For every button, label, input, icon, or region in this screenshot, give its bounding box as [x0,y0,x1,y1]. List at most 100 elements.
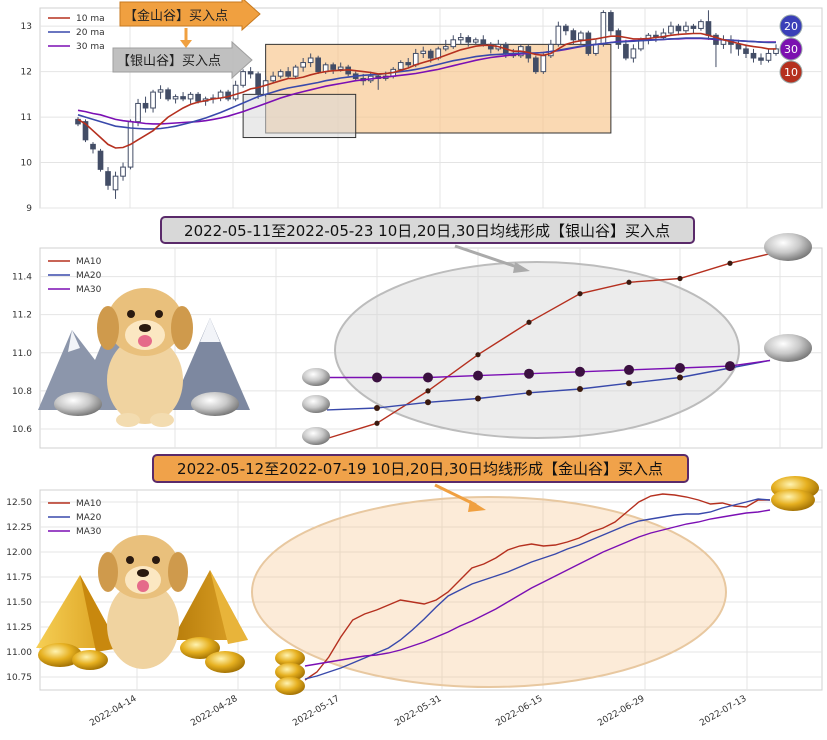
data-point [374,405,380,411]
candlestick-panel: 9 10 11 12 13 10 ma 20 ma 30 ma 【金山谷】买入点 【银山… [21,0,823,214]
valley-zones [242,43,612,139]
candle-body [427,50,434,59]
badge-ma30 [779,37,803,61]
candle-body [112,175,119,191]
y-tick-label: 12.25 [6,523,32,533]
silver-banner-box [160,216,695,244]
candle-body [758,57,764,61]
candle-body [533,57,539,73]
series-line-ma20 [326,359,771,411]
candle-body [660,32,667,39]
candle-body [262,80,269,95]
candle-body [457,37,464,41]
candle-body [330,64,337,70]
candle-body [540,55,547,73]
data-point [727,260,733,266]
legend-label-ma30: 30 ma [76,42,105,52]
candle-body [555,25,562,45]
dog-body-icon [107,336,183,424]
gold-ingot-icon [275,649,305,667]
silver-banner-arrowhead [513,262,530,273]
candle-body [600,12,607,45]
candle-body [623,43,629,59]
y-tick-label: 12 [21,68,32,78]
silver-banner-text: 2022-05-11至2022-05-23 10日,20日,30日均线形成【银山… [184,222,670,240]
silver-valley-label: 【银山谷】买入点 [117,54,221,69]
candle-body [292,66,299,77]
series-line-ma10 [77,32,776,149]
candle-body [450,39,457,48]
mountain-right-icon [170,318,250,410]
gold-highlight-ellipse [251,496,727,688]
gold-ingot-markers [275,476,819,695]
candle-body [90,143,96,150]
candle-body [675,25,682,32]
candle-body [480,39,487,45]
x-tick-label: 2022-07-13 [698,694,748,729]
mid-legend: MA10 MA20 MA30 [48,257,102,295]
silver-ingot-icon [302,427,330,445]
y-tick-label: 10 [21,159,33,169]
silver-ingot-right-icon [191,392,239,416]
silver-ingot-icon [764,334,812,362]
data-point [626,279,632,285]
bottom-y-ticks: 10.75 11.00 11.25 11.50 11.75 12.00 12.25 12.50 [6,498,32,683]
series-line-ma20 [77,37,776,130]
dog-gold-illustration [36,535,248,673]
candle-body [232,84,239,100]
data-point [577,385,583,392]
candle-body [82,121,89,141]
badge-ma10-label: 10 [784,66,798,79]
candle-body [668,25,674,34]
y-tick-label: 11 [21,113,32,123]
candle-body [337,66,344,70]
candle-body [442,46,449,50]
silver-banner-arrow [454,244,521,270]
candle-body [157,89,164,93]
data-point [423,372,433,383]
candle-body [300,62,306,68]
x-tick-label: 2022-04-14 [88,694,139,729]
y-tick-label: 11.25 [6,623,32,633]
y-tick-label: 11.2 [12,311,32,321]
x-tick-label: 2022-06-15 [494,694,544,729]
data-point [626,380,632,387]
gold-ingot-icon [180,637,220,659]
candle-body [165,89,171,100]
bottom-legend-ma20: MA20 [76,513,102,523]
x-tick-label: 2022-06-29 [596,694,647,729]
mid-y-ticks: 10.6 10.8 11.0 11.2 11.4 [12,273,32,435]
candle-body [247,71,254,75]
y-tick-label: 13 [21,22,32,32]
mid-legend-ma10: MA10 [76,257,102,267]
mid-ma-lines [326,253,771,440]
silver-arrow-shape [112,40,253,80]
badge-ma30-label: 30 [784,43,798,56]
silver-valley-panel: 10.6 10.8 11.0 11.2 11.4 MA10 MA20 MA30 2022… [12,216,823,449]
moving-average-lines [77,32,776,149]
data-point [372,372,382,383]
candle-body [135,102,141,123]
silver-ingot-markers [302,233,812,445]
gold-ingot-icon [275,677,305,695]
data-point [475,352,481,358]
series-line-ma30 [327,359,771,379]
y-tick-label: 10.8 [12,387,32,397]
data-point [577,291,583,297]
candle-body [240,71,246,86]
gold-banner: 2022-05-12至2022-07-19 10日,20日,30日均线形成【金山… [152,454,689,512]
gold-banner-arrowhead [468,500,486,512]
y-tick-label: 11.4 [12,273,32,283]
candle-body [487,43,494,50]
data-point [524,368,534,379]
candle-body [397,62,404,70]
candle-body [405,62,412,66]
bottom-legend-ma30: MA30 [76,527,102,537]
data-point [425,388,431,394]
badge-ma10 [779,60,803,84]
badge-ma20-label: 20 [784,20,798,33]
x-tick-label: 2022-04-28 [189,694,240,729]
candle-body [690,25,697,29]
legend-label-ma20: 20 ma [76,28,105,38]
